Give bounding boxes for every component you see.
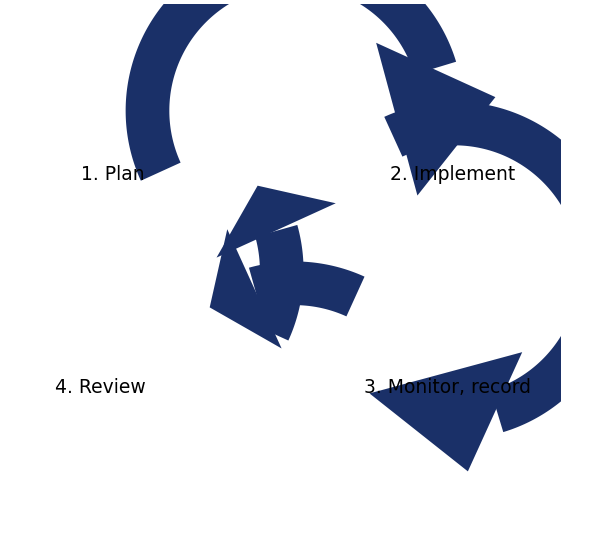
Polygon shape: [384, 102, 589, 432]
Polygon shape: [369, 352, 522, 471]
Polygon shape: [217, 186, 336, 258]
Polygon shape: [210, 229, 282, 348]
Text: 2. Implement: 2. Implement: [391, 165, 515, 184]
Polygon shape: [376, 43, 495, 195]
Text: 3. Monitor, record: 3. Monitor, record: [364, 378, 531, 397]
Text: 1. Plan: 1. Plan: [81, 165, 145, 184]
Text: 4. Review: 4. Review: [55, 378, 145, 397]
Polygon shape: [249, 261, 365, 316]
Polygon shape: [125, 0, 456, 181]
Polygon shape: [249, 225, 303, 340]
